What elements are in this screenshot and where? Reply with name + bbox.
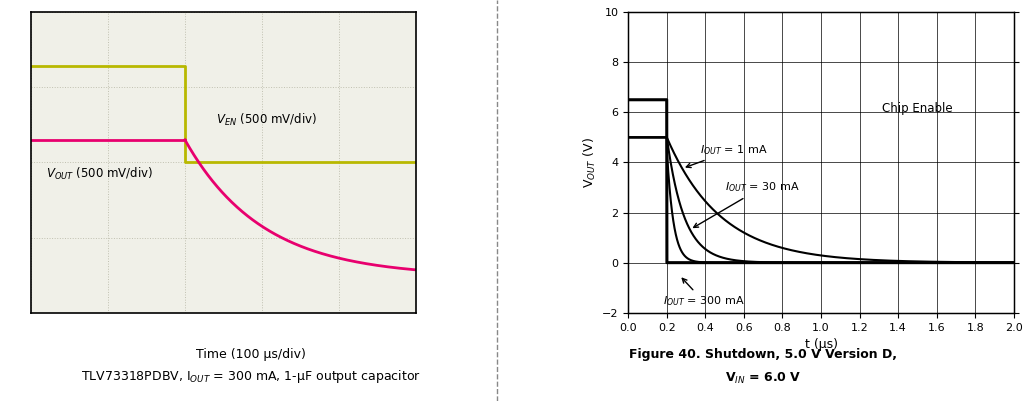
Text: $I_{OUT}$ = 30 mA: $I_{OUT}$ = 30 mA (693, 180, 800, 227)
Text: $V_{EN}$ (500 mV/div): $V_{EN}$ (500 mV/div) (216, 112, 316, 128)
X-axis label: t (μs): t (μs) (805, 338, 838, 351)
Text: Time (100 μs/div): Time (100 μs/div) (196, 348, 306, 361)
Y-axis label: V$_{OUT}$ (V): V$_{OUT}$ (V) (582, 137, 598, 188)
Text: $I_{OUT}$ = 1 mA: $I_{OUT}$ = 1 mA (686, 143, 767, 168)
Text: $V_{OUT}$ (500 mV/div): $V_{OUT}$ (500 mV/div) (46, 166, 154, 182)
Text: V$_{IN}$ = 6.0 V: V$_{IN}$ = 6.0 V (725, 371, 801, 387)
Text: $I_{OUT}$ = 300 mA: $I_{OUT}$ = 300 mA (663, 278, 744, 308)
Text: Figure 40. Shutdown, 5.0 V Version D,: Figure 40. Shutdown, 5.0 V Version D, (629, 348, 897, 361)
Text: TLV73318PDBV, I$_{OUT}$ = 300 mA, 1-μF output capacitor: TLV73318PDBV, I$_{OUT}$ = 300 mA, 1-μF o… (81, 369, 421, 385)
Text: Chip Enable: Chip Enable (882, 102, 952, 115)
